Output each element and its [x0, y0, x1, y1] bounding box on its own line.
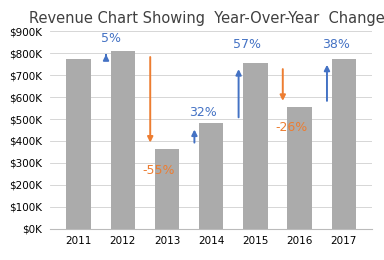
Text: 38%: 38% [322, 38, 349, 51]
Bar [199, 124, 223, 229]
Bar [243, 63, 268, 229]
Bar [287, 107, 312, 229]
Bar [155, 149, 179, 229]
Bar [111, 51, 135, 229]
Text: -55%: -55% [143, 164, 175, 177]
Title: Revenue Chart Showing  Year-Over-Year  Changes: Revenue Chart Showing Year-Over-Year Cha… [30, 11, 384, 26]
Text: 57%: 57% [233, 38, 261, 51]
Bar [66, 59, 91, 229]
Text: -26%: -26% [275, 121, 308, 134]
Text: 32%: 32% [189, 106, 217, 119]
Bar [332, 59, 356, 229]
Text: 5%: 5% [101, 32, 121, 46]
